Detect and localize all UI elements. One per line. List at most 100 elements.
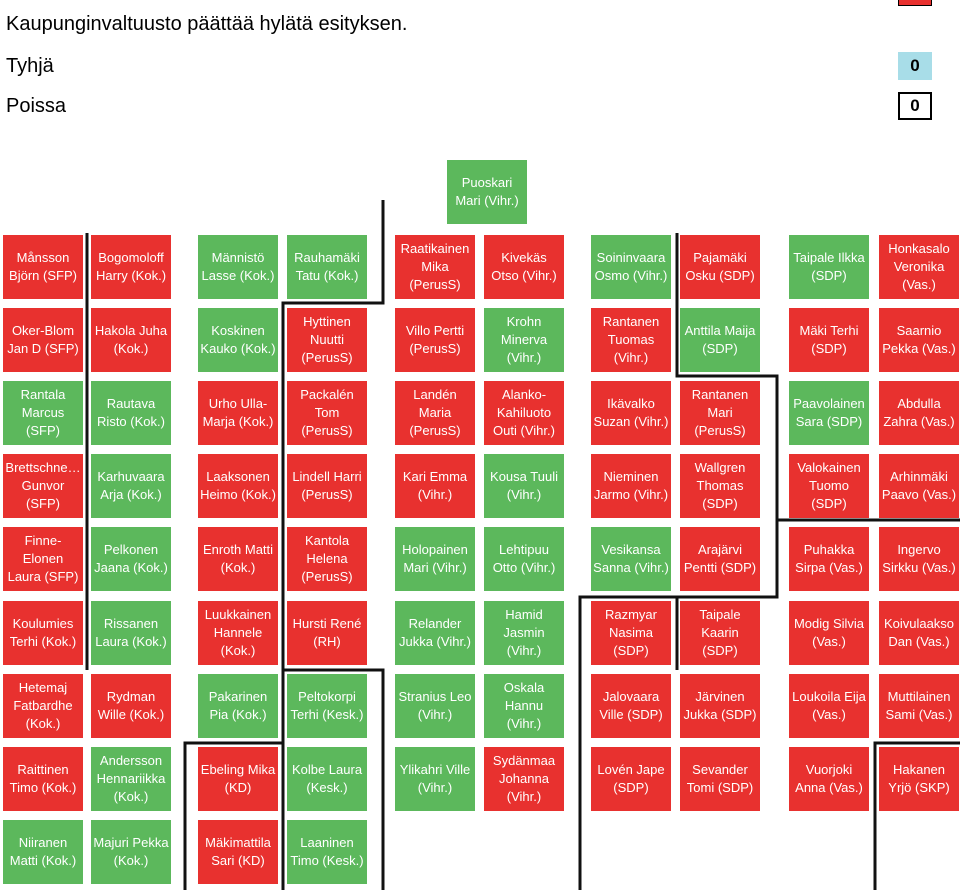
reject-count-box: [898, 0, 932, 6]
seat-label: Puhakka Sirpa (Vas.): [795, 542, 863, 575]
seat-box: Valokainen Tuomo (SDP): [789, 454, 869, 518]
seat-label: Rauhamäki Tatu (Kok.): [294, 250, 360, 283]
seat-label: Oker-Blom Jan D (SFP): [7, 323, 79, 356]
absent-label: Poissa: [6, 95, 67, 117]
seat-box: Hakola Juha (Kok.): [91, 308, 171, 372]
seat-label: Stranius Leo (Vihr.): [398, 689, 472, 722]
seat-box: Razmyar Nasima (SDP): [591, 601, 671, 665]
seat-box: Hyttinen Nuutti (PerusS): [287, 308, 367, 372]
seat-box: Paavolainen Sara (SDP): [789, 381, 869, 445]
seat-label: Urho Ulla-Marja (Kok.): [202, 396, 274, 429]
seat-label: Andersson Hennariikka (Kok.): [96, 753, 166, 804]
seat-box: Hursti René (RH): [287, 601, 367, 665]
seat-label: Hakola Juha (Kok.): [94, 323, 168, 356]
seat-label: Kousa Tuuli (Vihr.): [490, 469, 558, 502]
seat-label: Koskinen Kauko (Kok.): [200, 323, 276, 356]
seat-box: Majuri Pekka (Kok.): [91, 820, 171, 884]
seat-label: Arhinmäki Paavo (Vas.): [881, 469, 957, 502]
seat-label: Lehtipuu Otto (Vihr.): [492, 542, 556, 575]
seat-box: Wallgren Thomas (SDP): [680, 454, 760, 518]
seat-label: Hyttinen Nuutti (PerusS): [301, 314, 353, 365]
seat-label: Pelkonen Jaana (Kok.): [94, 542, 168, 575]
seat-label: Kantola Helena (PerusS): [301, 533, 353, 584]
seat-box: Honkasalo Veronika (Vas.): [879, 235, 959, 299]
seat-box: Mäkimattila Sari (KD): [198, 820, 278, 884]
seat-box: Vesikansa Sanna (Vihr.): [591, 527, 671, 591]
decision-text: Kaupunginvaltuusto päättää hylätä esityk…: [6, 13, 408, 35]
seat-label: Hetemaj Fatbardhe (Kok.): [13, 680, 73, 731]
seat-label: Vuorjoki Anna (Vas.): [795, 762, 863, 795]
blank-count-box: 0: [898, 52, 932, 80]
seat-box: Stranius Leo (Vihr.): [395, 674, 475, 738]
seat-box: Kivekäs Otso (Vihr.): [484, 235, 564, 299]
seat-box: Hetemaj Fatbardhe (Kok.): [3, 674, 83, 738]
seat-label: Landén Maria (PerusS): [409, 387, 461, 438]
absent-count: 0: [910, 96, 920, 115]
seat-label: Taipale Kaarin (SDP): [699, 607, 741, 658]
seat-box: Kousa Tuuli (Vihr.): [484, 454, 564, 518]
seat-label: Månsson Björn (SFP): [9, 250, 77, 283]
seat-box: Anttila Maija (SDP): [680, 308, 760, 372]
seat-label: Raittinen Timo (Kok.): [9, 762, 77, 795]
seat-label: Ylikahri Ville (Vihr.): [399, 762, 471, 795]
absent-count-box: 0: [898, 92, 932, 120]
seat-label: Majuri Pekka (Kok.): [93, 835, 169, 868]
blank-count: 0: [910, 56, 920, 75]
seat-box: Modig Silvia (Vas.): [789, 601, 869, 665]
seat-label: Hamid Jasmin (Vihr.): [503, 607, 545, 658]
seat-box: Arhinmäki Paavo (Vas.): [879, 454, 959, 518]
seat-label: Hakanen Yrjö (SKP): [888, 762, 950, 795]
seat-label: Ebeling Mika (KD): [200, 762, 276, 795]
seat-box: Rydman Wille (Kok.): [91, 674, 171, 738]
seat-label: Karhuvaara Arja (Kok.): [97, 469, 165, 502]
seat-label: Relander Jukka (Vihr.): [398, 616, 471, 649]
seat-label: Razmyar Nasima (SDP): [604, 607, 657, 658]
seat-label: Anttila Maija (SDP): [684, 323, 756, 356]
seat-box: Rantanen Tuomas (Vihr.): [591, 308, 671, 372]
seat-box: Ingervo Sirkku (Vas.): [879, 527, 959, 591]
seat-box: Arajärvi Pentti (SDP): [680, 527, 760, 591]
seat-label: Modig Silvia (Vas.): [793, 616, 865, 649]
seat-box: Hakanen Yrjö (SKP): [879, 747, 959, 811]
seat-box: Raittinen Timo (Kok.): [3, 747, 83, 811]
seat-box: Koivulaakso Dan (Vas.): [879, 601, 959, 665]
seat-box: Bogomoloff Harry (Kok.): [91, 235, 171, 299]
seat-box: Vuorjoki Anna (Vas.): [789, 747, 869, 811]
seat-label: Oskala Hannu (Vihr.): [503, 680, 545, 731]
seat-label: Niiranen Matti (Kok.): [9, 835, 77, 868]
seat-label: Soininvaara Osmo (Vihr.): [594, 250, 668, 283]
seat-box: Oker-Blom Jan D (SFP): [3, 308, 83, 372]
seat-box: Peltokorpi Terhi (Kesk.): [287, 674, 367, 738]
seat-label: Rantanen Tuomas (Vihr.): [602, 314, 660, 365]
seat-box: Taipale Ilkka (SDP): [789, 235, 869, 299]
seat-label: Holopainen Mari (Vihr.): [402, 542, 468, 575]
seat-box: Rautava Risto (Kok.): [91, 381, 171, 445]
seat-label: Lovén Jape (SDP): [597, 762, 665, 795]
seat-label: Honkasalo Veronika (Vas.): [888, 241, 950, 292]
seat-box: Soininvaara Osmo (Vihr.): [591, 235, 671, 299]
seat-label: Mäkimattila Sari (KD): [205, 835, 271, 868]
seat-box: Landén Maria (PerusS): [395, 381, 475, 445]
seat-label: Muttilainen Sami (Vas.): [885, 689, 953, 722]
seat-label: Rautava Risto (Kok.): [97, 396, 165, 429]
seat-box: Karhuvaara Arja (Kok.): [91, 454, 171, 518]
seat-label: Sydänmaa Johanna (Vihr.): [492, 753, 556, 804]
seat-label: Enroth Matti (Kok.): [202, 542, 274, 575]
seat-box: Andersson Hennariikka (Kok.): [91, 747, 171, 811]
seat-box: Niiranen Matti (Kok.): [3, 820, 83, 884]
seat-label: Ikävalko Suzan (Vihr.): [593, 396, 669, 429]
seat-label: Brettschne… Gunvor (SFP): [5, 460, 81, 511]
seat-box: Pelkonen Jaana (Kok.): [91, 527, 171, 591]
seat-box: Alanko-Kahiluoto Outi (Vihr.): [484, 381, 564, 445]
seat-label: Peltokorpi Terhi (Kesk.): [290, 689, 364, 722]
seat-box: Lehtipuu Otto (Vihr.): [484, 527, 564, 591]
seat-label: Männistö Lasse (Kok.): [201, 250, 275, 283]
seat-label: Laaksonen Heimo (Kok.): [200, 469, 276, 502]
seat-box: Laaksonen Heimo (Kok.): [198, 454, 278, 518]
seat-label: Mäki Terhi (SDP): [799, 323, 859, 356]
seat-box: Holopainen Mari (Vihr.): [395, 527, 475, 591]
seat-box: Saarnio Pekka (Vas.): [879, 308, 959, 372]
seat-label: Rantala Marcus (SFP): [20, 387, 66, 438]
seat-box: Ebeling Mika (KD): [198, 747, 278, 811]
seat-box: Puoskari Mari (Vihr.): [447, 160, 527, 224]
